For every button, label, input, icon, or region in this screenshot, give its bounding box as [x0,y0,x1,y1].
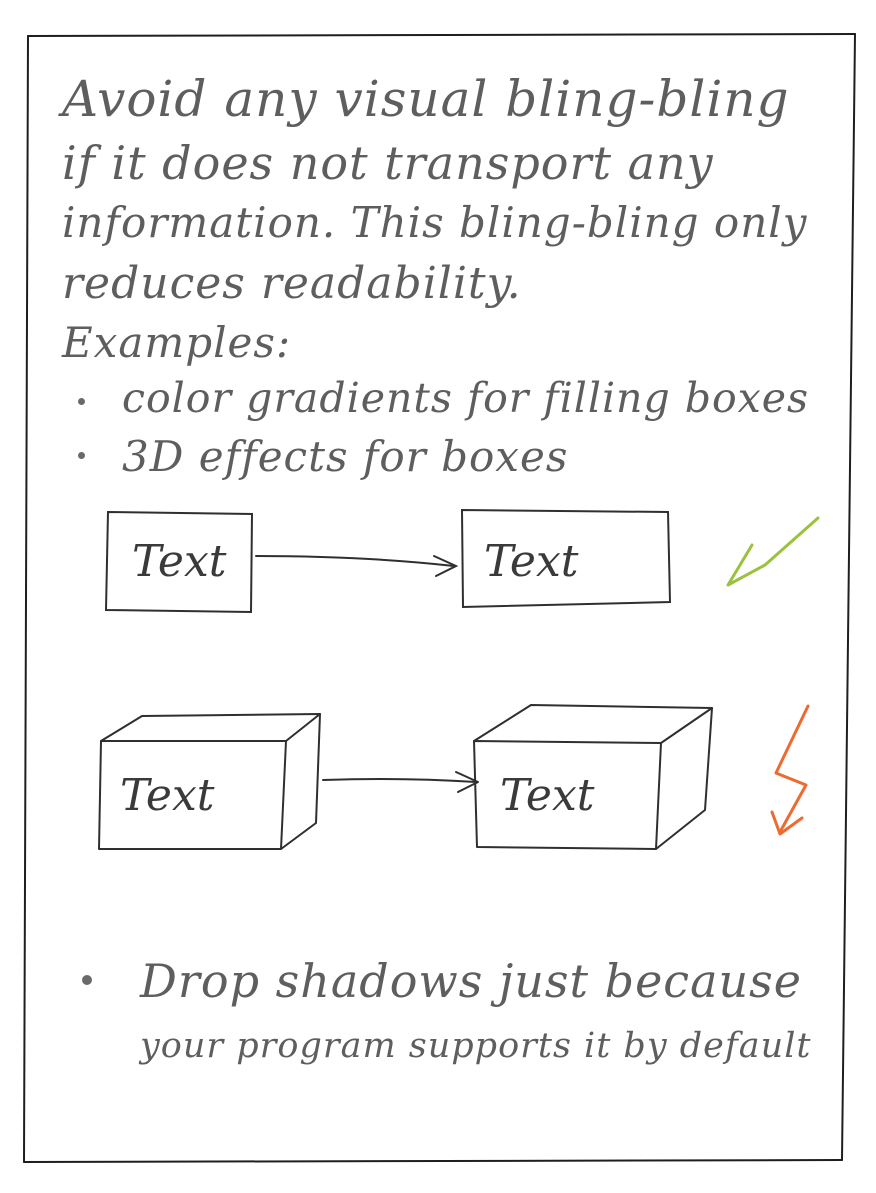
page-frame [23,33,856,1163]
flat-box-right [460,508,672,609]
flat-arrow-line [255,555,455,567]
threed-box-right-top [473,704,713,744]
frame-left-line [23,35,29,1163]
lightning-bolt-icon [770,704,810,836]
frame-top-line [27,33,856,37]
flat-box-left [104,510,254,614]
threed-box-left-side [280,713,321,850]
threed-box-left-top [100,713,321,742]
examples-heading: Examples: [62,318,292,367]
footer-line-2: your program supports it by default [140,1026,812,1066]
threed-arrow-head [455,771,479,793]
intro-line-2: if it does not transport any [62,136,714,190]
example-bullet-2 [78,452,85,459]
flat-box-left-label: Text [132,536,227,587]
checkmark-icon [726,516,820,587]
example-bullet-1 [78,398,85,405]
intro-line-1: Avoid any visual bling-bling [62,70,790,128]
threed-box-right-label: Text [500,770,595,821]
frame-right-line [841,33,856,1161]
threed-diagram [98,704,713,850]
footer-line-1: Drop shadows just because [140,954,802,1008]
example-item-1: color gradients for filling boxes [122,374,810,422]
lightning-bolt-head [770,810,804,836]
flat-arrow-head [433,555,459,577]
threed-arrow-line [322,777,477,783]
flat-diagram [104,508,672,614]
footer-bullet [82,975,92,985]
frame-bottom-line [23,1159,843,1163]
example-item-2: 3D effects for boxes [122,432,569,481]
intro-line-3: information. This bling-bling only [62,198,808,247]
intro-line-4: reduces readability. [62,258,522,309]
lightning-bolt-zigzag [774,704,810,834]
threed-box-left-label: Text [120,770,215,821]
threed-box-right-side [655,707,713,850]
flat-box-right-label: Text [484,536,579,587]
